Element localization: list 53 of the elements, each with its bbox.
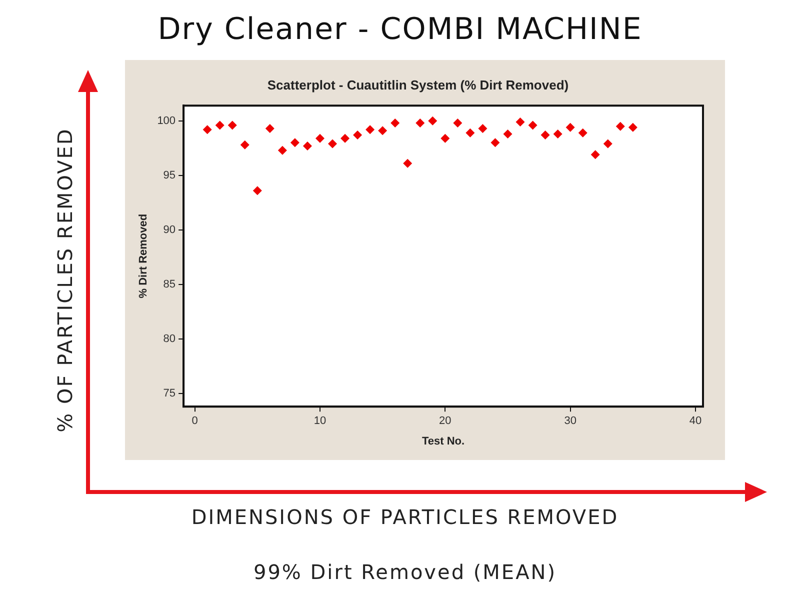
y-tick-label: 90: [163, 224, 176, 236]
point: [265, 124, 274, 133]
point: [290, 138, 300, 148]
point: [616, 122, 625, 131]
point: [228, 120, 237, 130]
point: [416, 118, 425, 128]
point: [353, 130, 362, 140]
y-tick-label: 100: [157, 114, 176, 127]
y-tick-label: 85: [163, 278, 176, 290]
point: [278, 146, 287, 155]
text: DIMENSIONS OF PARTICLES REMOVED: [190, 505, 620, 529]
text: 99% Dirt Removed (MEAN): [252, 560, 558, 584]
x-tick-label: 40: [689, 415, 702, 428]
point: [478, 124, 488, 133]
point: [202, 125, 212, 134]
point: [516, 117, 525, 126]
x-tick-label: 10: [314, 415, 326, 428]
point: [215, 120, 224, 130]
point: [628, 122, 638, 132]
point: [528, 120, 538, 130]
point: [490, 138, 500, 148]
y-tick-label: 80: [163, 333, 176, 346]
point: [466, 128, 475, 138]
point: [578, 128, 588, 138]
point: [390, 118, 400, 128]
point: [553, 129, 562, 138]
point: [566, 122, 575, 132]
point: [440, 134, 450, 143]
point: [590, 150, 600, 160]
x-tick-label: 20: [439, 415, 452, 428]
point: [315, 134, 324, 143]
point: [378, 126, 388, 136]
point: [428, 116, 438, 126]
x-axis-title: Test No.: [422, 435, 465, 448]
point: [302, 141, 312, 150]
point: [603, 139, 612, 148]
point: [366, 125, 375, 134]
point: [340, 134, 350, 143]
y-tick-label: 75: [163, 388, 176, 400]
point: [240, 140, 250, 150]
x-tick-label: 30: [564, 415, 576, 428]
chart-title: Dry Cleaner - COMBI MACHINE: [156, 12, 644, 47]
point: [328, 139, 338, 148]
x-tick-label: 0: [192, 415, 198, 428]
point: [453, 118, 462, 128]
point: [252, 186, 262, 196]
point: [503, 129, 512, 138]
y-tick-label: 95: [163, 169, 176, 182]
chart-subtitle: Scatterplot - Cuautitlin System (% Dirt Removed): [267, 77, 569, 92]
point: [403, 158, 412, 168]
point: [540, 130, 550, 140]
y-axis-title: % Dirt Removed: [138, 214, 150, 298]
text: % OF PARTICLES REMOVED: [53, 128, 77, 432]
